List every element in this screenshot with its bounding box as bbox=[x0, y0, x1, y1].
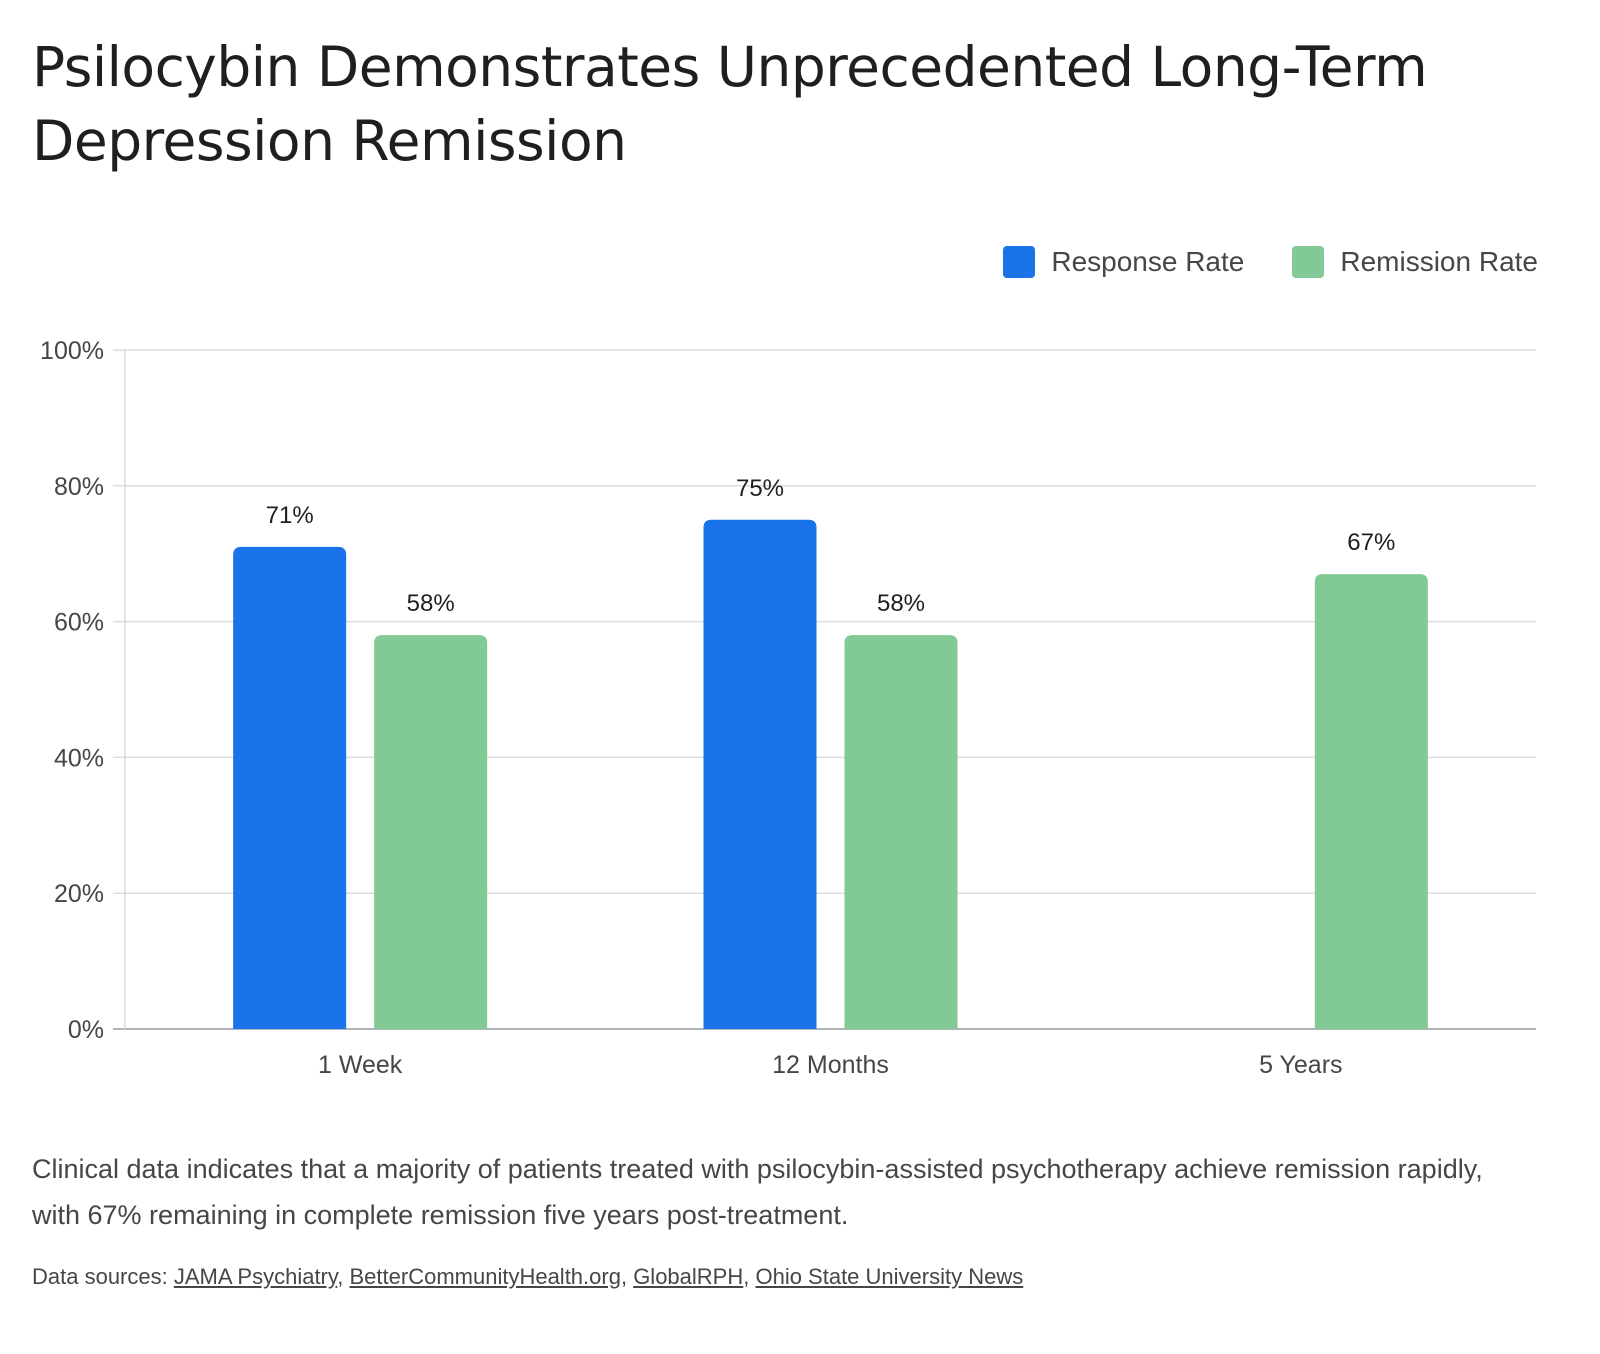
data-label: 58% bbox=[407, 590, 455, 617]
bar-response-rate bbox=[233, 546, 347, 1029]
bar-remission-rate bbox=[1314, 574, 1428, 1029]
y-tick-label: 40% bbox=[54, 744, 104, 772]
data-label: 71% bbox=[266, 502, 314, 529]
bar-chart: 0% 20% 40% 60% 80% 100% 71% 58% 1 Week 75% 58% 12 M… bbox=[40, 337, 1536, 1079]
y-tick-label: 80% bbox=[54, 473, 104, 501]
chart-description: Clinical data indicates that a majority … bbox=[32, 1154, 1483, 1230]
legend-item-response-rate[interactable]: Response Rate bbox=[1003, 246, 1244, 278]
data-sources: Data sources: JAMA Psychiatry, BetterCom… bbox=[32, 1264, 1024, 1289]
bar-response-rate bbox=[703, 519, 817, 1029]
legend: Response Rate Remission Rate bbox=[955, 246, 1538, 278]
source-link-globalrph[interactable]: GlobalRPH bbox=[633, 1264, 744, 1289]
y-tick-label: 20% bbox=[54, 880, 104, 908]
data-label: 58% bbox=[877, 590, 925, 617]
legend-item-remission-rate[interactable]: Remission Rate bbox=[1292, 246, 1538, 278]
data-label: 75% bbox=[736, 475, 784, 502]
y-tick-label: 60% bbox=[54, 609, 104, 637]
legend-label-response-rate: Response Rate bbox=[1051, 246, 1245, 277]
bar-remission-rate bbox=[844, 635, 958, 1029]
legend-label-remission-rate: Remission Rate bbox=[1340, 246, 1538, 277]
legend-swatch-response-rate bbox=[1003, 246, 1036, 278]
source-link-ohio-state-news[interactable]: Ohio State University News bbox=[755, 1264, 1024, 1289]
data-label: 67% bbox=[1347, 529, 1395, 556]
sources-prefix: Data sources: bbox=[32, 1264, 174, 1289]
legend-swatch-remission-rate bbox=[1292, 246, 1325, 278]
bar-remission-rate bbox=[374, 635, 488, 1029]
x-tick-label: 5 Years bbox=[1259, 1051, 1342, 1079]
source-link-jama-psychiatry[interactable]: JAMA Psychiatry bbox=[173, 1264, 338, 1289]
y-tick-label: 100% bbox=[40, 337, 104, 365]
x-tick-label: 12 Months bbox=[772, 1051, 889, 1079]
source-link-bettercommunityhealth[interactable]: BetterCommunityHealth.org bbox=[349, 1264, 621, 1289]
y-tick-label: 0% bbox=[68, 1016, 104, 1044]
x-tick-label: 1 Week bbox=[318, 1051, 403, 1079]
chart-title: Psilocybin Demonstrates Unprecedented Lo… bbox=[32, 35, 1428, 173]
